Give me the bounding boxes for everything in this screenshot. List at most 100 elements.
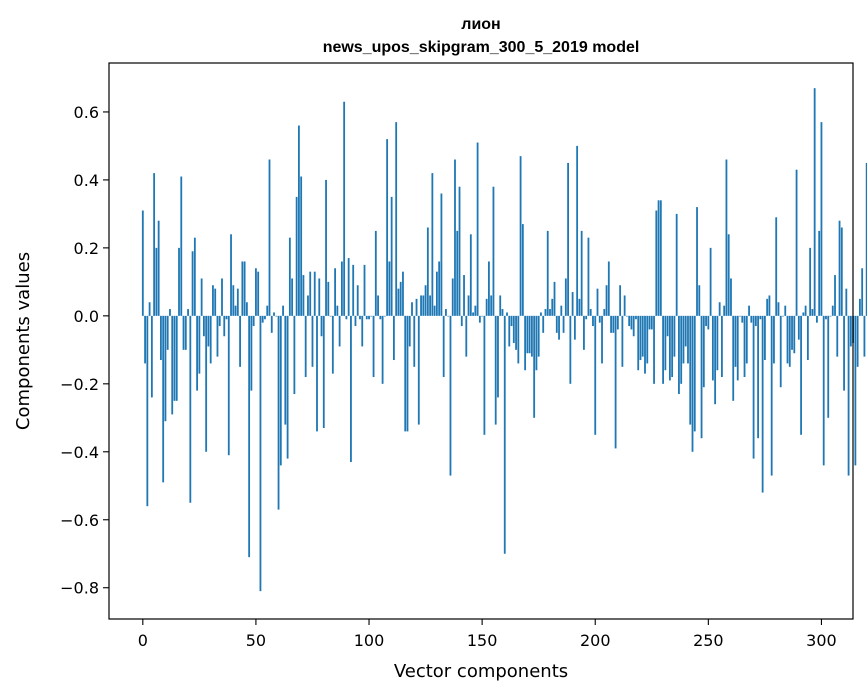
- bar-64: [286, 315, 289, 459]
- bar-168: [521, 224, 524, 316]
- bar-84: [331, 315, 334, 374]
- bar-43: [239, 315, 241, 367]
- bar-28: [205, 315, 208, 452]
- bar-29: [207, 315, 210, 347]
- bar-165: [515, 315, 517, 350]
- bar-130: [435, 271, 438, 316]
- x-tick-label-4: 200: [580, 631, 611, 650]
- bar-88: [340, 261, 343, 316]
- bar-162: [508, 315, 511, 347]
- bar-83: [329, 315, 332, 317]
- bar-265: [741, 315, 744, 323]
- y-axis-label: Components values: [13, 252, 34, 430]
- bar-320: [865, 162, 867, 316]
- y-tick-label-5: 0.2: [74, 239, 99, 258]
- bar-264: [739, 315, 741, 317]
- bar-304: [829, 315, 832, 317]
- bar-228: [657, 200, 660, 316]
- bar-174: [535, 315, 538, 371]
- bar-284: [784, 305, 787, 316]
- bar-222: [644, 315, 646, 374]
- bar-209: [614, 315, 617, 449]
- bar-242: [689, 315, 692, 425]
- bar-213: [623, 295, 626, 316]
- bar-163: [510, 315, 513, 327]
- bar-246: [698, 285, 701, 316]
- bar-149: [478, 315, 481, 323]
- bar-87: [338, 315, 341, 347]
- bar-285: [786, 315, 789, 364]
- bar-34: [218, 315, 221, 327]
- bar-274: [761, 315, 764, 493]
- bar-243: [691, 315, 694, 452]
- y-tick-label-3: −0.2: [60, 375, 99, 394]
- bar-312: [847, 315, 850, 476]
- bar-247: [700, 315, 703, 439]
- bar-124: [422, 295, 425, 316]
- bar-97: [361, 315, 364, 347]
- bar-1: [144, 315, 146, 364]
- bar-63: [284, 315, 287, 425]
- bar-175: [537, 315, 540, 357]
- bar-18: [182, 315, 185, 350]
- bar-245: [696, 207, 698, 316]
- bar-182: [553, 281, 556, 316]
- bar-131: [438, 261, 441, 316]
- bar-101: [370, 315, 373, 317]
- bar-240: [684, 315, 687, 347]
- bar-55: [266, 305, 269, 316]
- bar-13: [171, 315, 174, 415]
- bar-139: [456, 230, 459, 316]
- bar-158: [499, 295, 502, 316]
- bar-258: [725, 159, 728, 316]
- bar-261: [732, 315, 735, 401]
- bar-140: [458, 186, 461, 316]
- bar-44: [241, 261, 244, 316]
- bar-301: [822, 315, 825, 466]
- bar-237: [678, 315, 680, 395]
- y-tick-label-0: −0.8: [60, 579, 99, 598]
- bar-104: [377, 295, 379, 316]
- bar-136: [449, 315, 452, 476]
- bar-178: [544, 309, 547, 316]
- bar-278: [770, 315, 773, 476]
- bar-58: [273, 312, 275, 316]
- bar-170: [526, 315, 529, 354]
- bar-42: [236, 288, 239, 316]
- bar-56: [268, 159, 271, 316]
- bar-161: [506, 312, 508, 316]
- bar-230: [662, 315, 664, 384]
- bar-67: [293, 315, 296, 395]
- bar-215: [628, 315, 631, 327]
- chart-title-line-1: лион: [461, 16, 500, 33]
- bar-234: [671, 315, 674, 378]
- bar-117: [406, 315, 409, 432]
- bar-291: [800, 315, 802, 435]
- bar-41: [234, 305, 237, 316]
- bar-169: [524, 315, 527, 371]
- bar-137: [451, 278, 454, 316]
- bar-33: [216, 315, 219, 357]
- bar-292: [802, 312, 805, 316]
- bar-103: [374, 230, 377, 316]
- bar-49: [252, 315, 255, 327]
- bar-145: [469, 234, 472, 316]
- bar-40: [232, 285, 235, 316]
- bar-36: [223, 315, 226, 337]
- bar-24: [196, 315, 199, 391]
- bar-293: [804, 305, 807, 316]
- bar-71: [302, 275, 305, 316]
- bar-86: [336, 305, 339, 316]
- bar-233: [668, 315, 671, 381]
- bar-221: [641, 315, 644, 357]
- bar-94: [354, 315, 357, 327]
- bar-283: [782, 315, 784, 317]
- bar-25: [198, 315, 201, 374]
- bar-166: [517, 315, 520, 364]
- bar-226: [653, 315, 655, 384]
- bar-7: [157, 220, 160, 316]
- bar-192: [576, 145, 579, 316]
- bar-313: [849, 315, 852, 347]
- bar-151: [483, 315, 486, 435]
